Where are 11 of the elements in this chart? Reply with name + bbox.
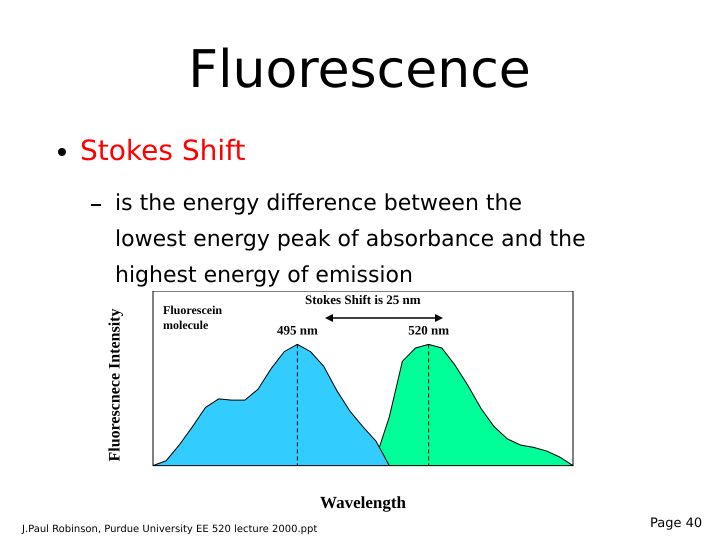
chart-subtitle: Stokes Shift <box>80 134 246 167</box>
text: Page 40 <box>650 516 702 531</box>
text: J.Paul Robinson, Purdue University EE 520 lecture 2000.ppt <box>22 524 318 535</box>
text: Stokes Shift is 25 nm <box>305 292 421 308</box>
text: is the energy difference between the lowest energy peak of absorbance and the highest energy of emission <box>115 191 586 288</box>
x-axis-title: Wavelength <box>319 493 407 513</box>
y-axis-title: Fluorescnece Intensity <box>106 308 124 462</box>
text: Fluorescein molecule <box>163 303 224 333</box>
chart-title: Fluorescence <box>187 40 532 100</box>
text: 520 nm <box>408 322 450 338</box>
text: 495 nm <box>276 322 318 338</box>
